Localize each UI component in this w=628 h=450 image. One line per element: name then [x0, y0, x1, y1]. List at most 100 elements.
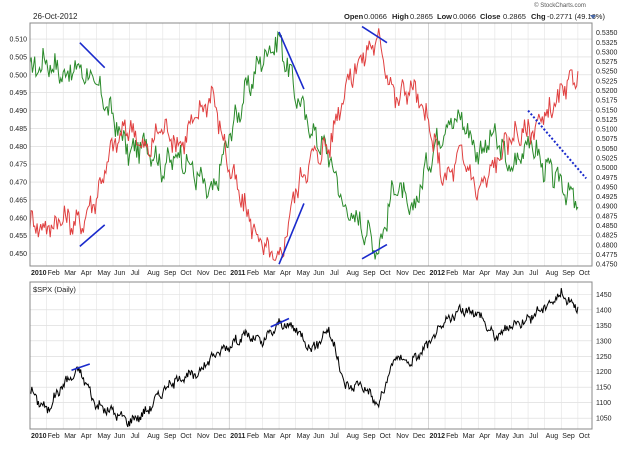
- trendline: [527, 109, 587, 180]
- x-tick-label: Dec: [413, 433, 426, 440]
- bottom-y-tick-label: 1400: [596, 307, 612, 314]
- spx-line: [29, 288, 579, 428]
- x-tick-label: Jul: [330, 433, 339, 440]
- x-tick-label: Mar: [263, 433, 276, 440]
- bottom-y-tick-label: 1350: [596, 323, 612, 330]
- top-left-tick-label: 0.485: [9, 126, 27, 133]
- top-right-tick-label: 0.4750: [596, 262, 618, 269]
- x-tick-label: Apr: [479, 433, 491, 440]
- top-left-tick-label: 0.500: [9, 72, 27, 79]
- bottom-y-tick-label: 1150: [596, 385, 611, 392]
- x-tick-label: Mar: [463, 433, 476, 440]
- bottom-y-tick-label: 1450: [596, 292, 612, 299]
- bottom-panel-series: [29, 288, 579, 428]
- x-tick-label: Feb: [48, 433, 60, 440]
- top-right-tick-label: 0.4900: [596, 204, 618, 211]
- low-value: 0.0066: [453, 12, 476, 21]
- bottom-y-tick-label: 1050: [596, 416, 612, 423]
- x-tick-label: Oct: [579, 270, 590, 277]
- x-tick-label: Mar: [64, 433, 77, 440]
- top-right-tick-label: 0.5050: [596, 146, 618, 153]
- bottom-x-axis: 2010 Feb Mar Apr May Jun Jul Aug Sep Oct Nov Dec 201…: [31, 433, 590, 440]
- top-right-tick-label: 0.5325: [596, 40, 618, 47]
- top-left-tick-label: 0.455: [9, 233, 27, 240]
- x-tick-label: 2010: [31, 433, 47, 440]
- x-tick-label: May: [496, 270, 510, 277]
- bottom-y-tick-label: 1200: [596, 369, 612, 376]
- chg-label: Chg: [531, 12, 546, 21]
- trendline: [278, 31, 305, 90]
- top-left-tick-label: 0.465: [9, 197, 27, 204]
- x-tick-label: Jul: [131, 270, 140, 277]
- x-tick-label: Nov: [197, 433, 210, 440]
- top-left-tick-label: 0.510: [9, 37, 27, 44]
- x-tick-label: Dec: [413, 270, 426, 277]
- x-tick-label: Apr: [479, 270, 491, 277]
- top-left-tick-label: 0.475: [9, 162, 27, 169]
- high-value: 0.2865: [410, 12, 433, 21]
- x-tick-label: Jun: [313, 270, 324, 277]
- top-right-tick-label: 0.5225: [596, 78, 618, 85]
- top-right-tick-label: 0.5025: [596, 156, 618, 163]
- close-value: 0.2865: [503, 12, 526, 21]
- x-tick-label: Mar: [64, 270, 77, 277]
- x-tick-label: Sep: [363, 270, 376, 277]
- x-tick-label: May: [297, 433, 311, 440]
- x-tick-label: 2010: [31, 270, 47, 277]
- top-right-tick-label: 0.5000: [596, 165, 618, 172]
- top-panel-series: [29, 28, 579, 261]
- dropdown-arrow-icon[interactable]: [590, 15, 596, 19]
- x-tick-label: 2012: [429, 433, 445, 440]
- x-tick-label: Nov: [396, 433, 409, 440]
- x-tick-label: Jul: [529, 433, 538, 440]
- trendline: [278, 203, 305, 265]
- top-panel-grid: [29, 23, 592, 266]
- x-tick-label: Mar: [263, 270, 276, 277]
- x-tick-label: Jun: [114, 270, 125, 277]
- top-right-tick-label: 0.4875: [596, 213, 618, 220]
- x-tick-label: Sep: [164, 270, 177, 277]
- x-tick-label: Apr: [81, 433, 93, 440]
- x-tick-label: Feb: [247, 433, 259, 440]
- top-right-tick-label: 0.5075: [596, 136, 618, 143]
- x-tick-label: Sep: [562, 270, 575, 277]
- x-tick-label: Oct: [180, 433, 191, 440]
- trendline: [270, 317, 290, 328]
- top-left-tick-label: 0.505: [9, 54, 27, 61]
- x-tick-label: Feb: [446, 270, 458, 277]
- top-left-tick-label: 0.480: [9, 144, 27, 151]
- x-tick-label: Jul: [529, 270, 538, 277]
- top-x-axis: 2010 Feb Mar Apr May Jun Jul Aug Sep Oct Nov Dec 201…: [31, 270, 590, 277]
- x-tick-label: Dec: [214, 433, 227, 440]
- x-tick-label: 2012: [429, 270, 445, 277]
- x-tick-label: Oct: [579, 433, 590, 440]
- x-tick-label: Jul: [131, 433, 140, 440]
- low-label: Low: [437, 12, 452, 21]
- x-tick-label: Aug: [346, 270, 359, 277]
- top-right-tick-label: 0.4800: [596, 242, 618, 249]
- x-tick-label: Aug: [546, 270, 559, 277]
- close-label: Close: [480, 12, 500, 21]
- x-tick-label: Jul: [330, 270, 339, 277]
- top-right-tick-label: 0.4825: [596, 233, 618, 240]
- x-tick-label: 2011: [230, 433, 245, 440]
- top-left-tick-label: 0.490: [9, 108, 27, 115]
- x-tick-label: May: [97, 433, 111, 440]
- top-panel-border: [29, 22, 593, 267]
- x-tick-label: Feb: [247, 270, 259, 277]
- bottom-y-tick-label: 1100: [596, 400, 611, 407]
- x-tick-label: May: [496, 433, 510, 440]
- bottom-panel-grid: [29, 282, 592, 429]
- x-tick-label: Jun: [313, 433, 324, 440]
- top-left-tick-label: 0.470: [9, 180, 27, 187]
- bottom-y-axis: 1450 1400 1350 1300 1250 1200 1150 1100 1050: [596, 292, 612, 423]
- quote-bar: Open 0.0066 High 0.2865 Low 0.0066 Close…: [344, 12, 605, 21]
- x-tick-label: Jun: [512, 433, 523, 440]
- bottom-panel-border: [29, 281, 593, 430]
- x-tick-label: Nov: [396, 270, 409, 277]
- top-right-tick-label: 0.5275: [596, 59, 618, 66]
- x-tick-label: 2011: [230, 270, 245, 277]
- x-tick-label: Sep: [363, 433, 376, 440]
- top-right-axis: 0.5350 0.5325 0.5300 0.5275 0.5250 0.5225 0.52…: [596, 30, 618, 268]
